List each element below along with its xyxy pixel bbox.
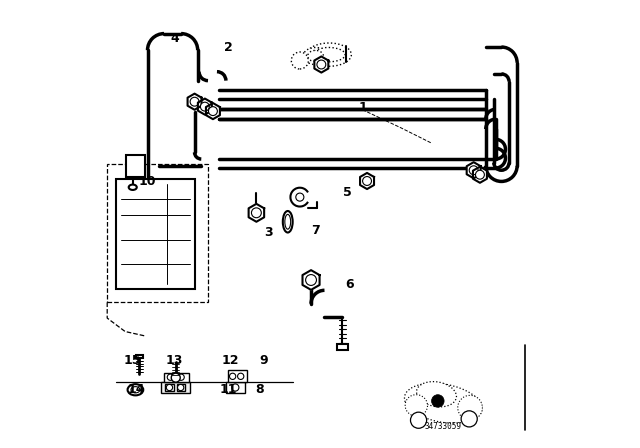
Ellipse shape [308,50,323,61]
Polygon shape [198,99,212,115]
Circle shape [363,177,371,185]
Text: 6: 6 [345,278,353,291]
Circle shape [167,374,173,380]
Circle shape [410,412,427,428]
Ellipse shape [283,211,292,233]
Bar [116,179,195,289]
Text: 2: 2 [224,40,232,54]
Circle shape [469,166,478,175]
Polygon shape [188,94,202,110]
Text: 7: 7 [311,224,320,237]
Text: 12: 12 [221,354,239,367]
Ellipse shape [127,384,143,395]
Circle shape [461,411,477,427]
Circle shape [172,373,180,382]
Polygon shape [467,162,481,178]
Ellipse shape [129,185,137,190]
Bar [136,355,143,358]
Polygon shape [360,173,374,189]
Circle shape [252,208,261,218]
Text: 34733059: 34733059 [425,422,461,431]
Circle shape [232,384,239,391]
Circle shape [190,97,199,106]
Bar [228,370,247,382]
Circle shape [230,373,236,379]
Circle shape [166,384,173,391]
Polygon shape [206,103,220,119]
Circle shape [200,102,209,111]
Circle shape [237,373,244,379]
Text: 5: 5 [342,186,351,199]
Circle shape [476,170,484,179]
Text: 3: 3 [264,226,273,240]
Polygon shape [248,204,264,222]
Circle shape [296,193,304,201]
Ellipse shape [404,383,482,423]
Text: 13: 13 [166,354,183,367]
Bar [177,384,185,391]
Text: 1: 1 [358,101,367,114]
Ellipse shape [131,387,140,393]
Bar [127,155,145,177]
Ellipse shape [405,395,428,416]
Text: 10: 10 [139,175,156,188]
Bar [337,344,348,350]
Polygon shape [314,56,328,73]
Ellipse shape [458,395,483,420]
Ellipse shape [313,47,345,62]
Bar [161,382,190,393]
Ellipse shape [285,214,291,229]
Polygon shape [473,167,487,183]
Polygon shape [303,270,319,290]
Bar [164,373,189,382]
Ellipse shape [291,52,308,69]
Text: 15: 15 [123,354,141,367]
Circle shape [317,60,326,69]
Bar [107,164,208,302]
Circle shape [178,374,184,380]
Text: 8: 8 [255,383,264,396]
Text: 9: 9 [260,354,268,367]
Ellipse shape [417,382,456,407]
Bar [226,382,244,393]
Text: 4: 4 [170,31,179,45]
Bar [165,384,173,391]
Circle shape [209,107,218,116]
Ellipse shape [307,43,351,66]
Text: 11: 11 [220,383,237,396]
Ellipse shape [303,47,328,65]
Circle shape [177,384,184,391]
Circle shape [306,275,316,285]
Circle shape [431,395,444,407]
Text: 14: 14 [127,383,145,396]
